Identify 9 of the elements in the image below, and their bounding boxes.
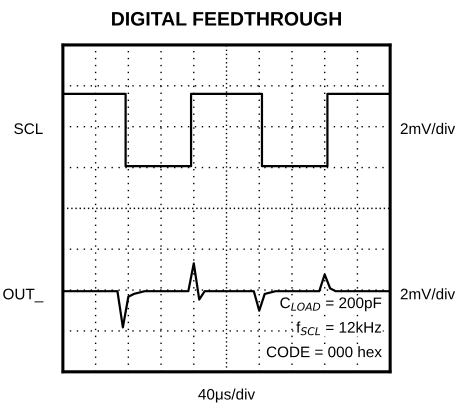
annotation: C$_{LOAD}$ = 200pF	[280, 297, 382, 312]
text: 2mV/div	[400, 288, 456, 300]
chart-title: DIGITAL FEEDTHROUGH	[112, 12, 341, 26]
x-axis-title: 40μs/div	[198, 388, 256, 402]
annotation: f$_{SCL}$ = 12kHz	[296, 322, 382, 336]
text: 2mV/div	[400, 122, 456, 134]
series-label: OUT_	[3, 288, 44, 302]
text: SCL	[14, 123, 43, 134]
annotation: CODE = 000 hex	[266, 346, 382, 358]
